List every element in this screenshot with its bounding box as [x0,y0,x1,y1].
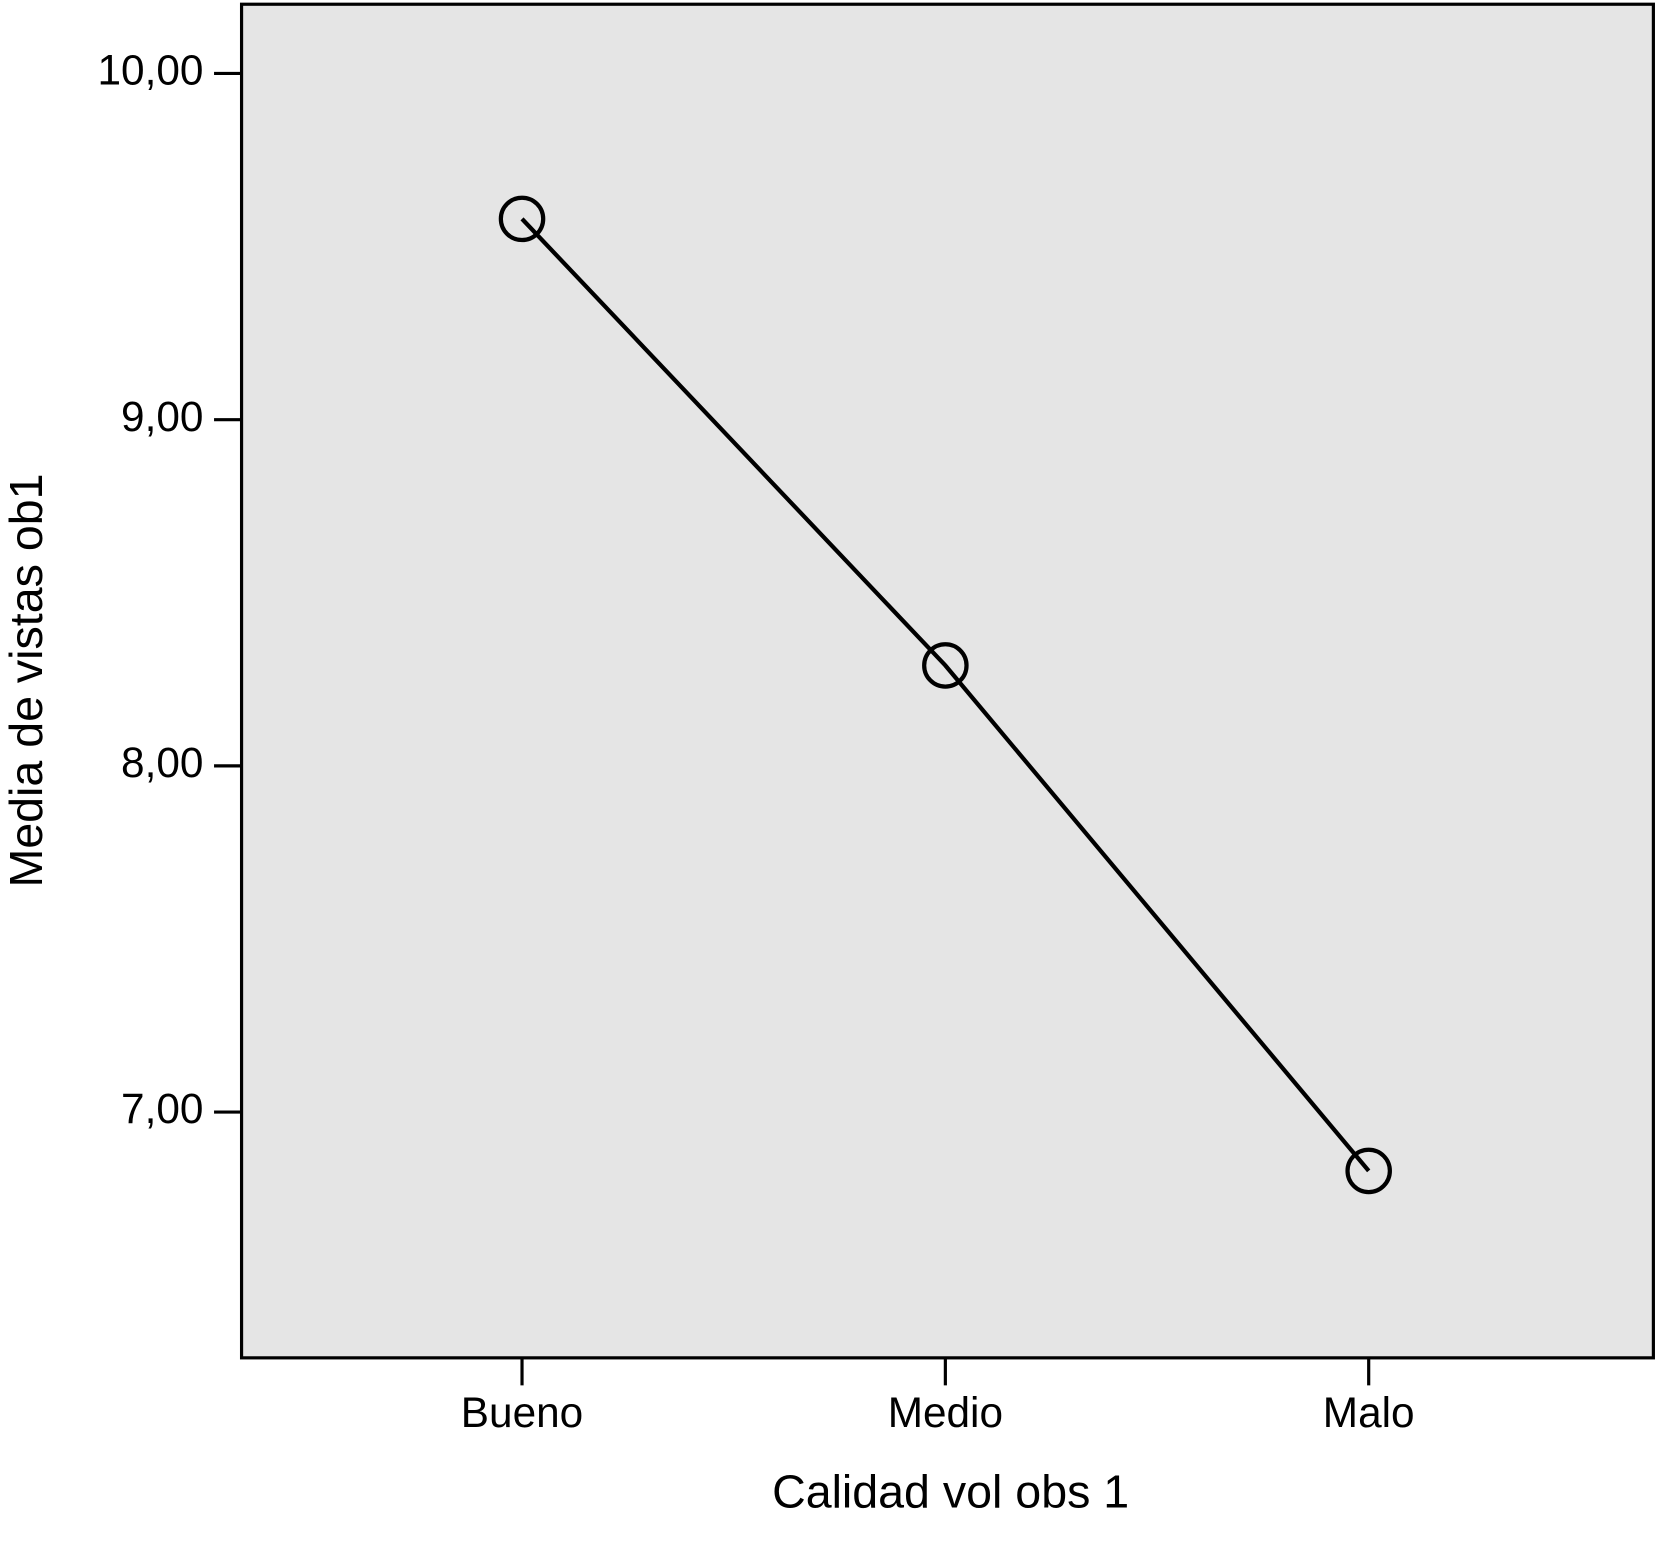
y-tick-label: 8,00 [121,739,203,786]
marker [922,642,969,689]
y-tick-label: 7,00 [121,1085,203,1132]
marker [498,195,546,243]
x-tick-label: Medio [888,1389,1003,1436]
y-axis-title: Media de vistas ob1 [0,474,52,888]
marker [1345,1147,1392,1195]
plot-area [239,2,1655,1360]
y-tick-label: 10,00 [98,47,204,94]
x-tick-label: Malo [1323,1389,1415,1436]
x-tick-label: Bueno [461,1389,583,1436]
x-axis-title: Calidad vol obs 1 [772,1466,1129,1518]
y-tick-label: 9,00 [121,393,203,440]
line [520,217,1371,1173]
